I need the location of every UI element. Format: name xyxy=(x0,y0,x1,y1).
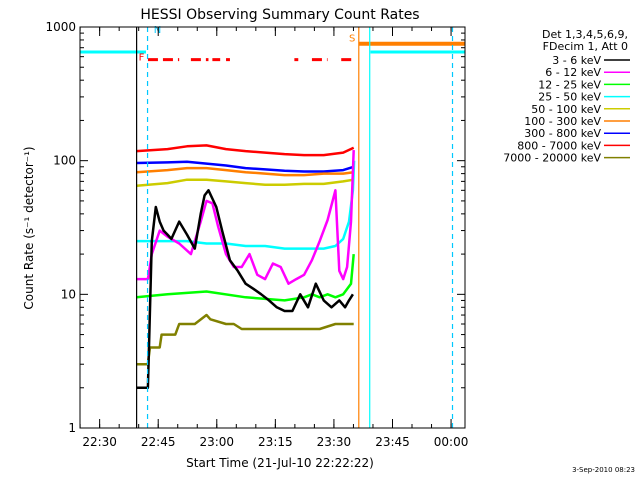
legend-label: 3 - 6 keV xyxy=(552,54,601,67)
flag-label-s: S xyxy=(349,33,355,44)
legend-label: 100 - 300 keV xyxy=(524,115,601,128)
x-tick-label: 23:45 xyxy=(375,435,410,449)
plot-frame xyxy=(79,26,466,429)
legend-label: 800 - 7000 keV xyxy=(517,139,601,152)
x-tick-label: 23:15 xyxy=(258,435,293,449)
y-tick-label: 10 xyxy=(61,287,76,301)
legend-label: 50 - 100 keV xyxy=(531,103,601,116)
legend-label: 7000 - 20000 keV xyxy=(503,152,601,165)
y-tick-label: 100 xyxy=(53,154,76,168)
y-tick-label: 1 xyxy=(68,421,76,435)
x-tick-label: 22:45 xyxy=(141,435,176,449)
legend-label: 300 - 800 keV xyxy=(524,127,601,140)
plot-area: N F S xyxy=(80,25,465,428)
legend-label: 6 - 12 keV xyxy=(545,66,601,79)
legend-label: 12 - 25 keV xyxy=(538,78,601,91)
y-tick-label: 1000 xyxy=(45,20,76,34)
series-line-1 xyxy=(136,150,355,285)
x-tick-label: 00:00 xyxy=(434,435,469,449)
axes: 1 10 100 1000 22:30 22:45 23:00 23:15 23:30 23:45… xyxy=(45,20,468,449)
footer-date: 3-Sep-2010 08:23 xyxy=(572,466,635,474)
series-line-5 xyxy=(136,166,354,177)
x-axis-label: Start Time (21-Jul-10 22:22:22) xyxy=(186,456,374,470)
series-line-6 xyxy=(136,160,355,173)
series-line-4 xyxy=(136,178,354,187)
chart-title: HESSI Observing Summary Count Rates xyxy=(140,7,419,23)
flag-label-f: F xyxy=(139,53,145,64)
legend-header: FDecim 1, Att 0 xyxy=(543,40,628,53)
series-line-8 xyxy=(136,313,354,366)
series-line-0 xyxy=(136,189,354,390)
series-line-7 xyxy=(136,144,355,157)
x-tick-label: 22:30 xyxy=(82,435,117,449)
y-axis-label: Count Rate (s⁻¹ detector⁻¹) xyxy=(22,146,36,309)
flag-label-n: N xyxy=(154,25,161,36)
x-tick-label: 23:30 xyxy=(317,435,352,449)
legend-label: 25 - 50 keV xyxy=(538,91,601,104)
x-tick-label: 23:00 xyxy=(199,435,234,449)
legend-header: Det 1,3,4,5,6,9, xyxy=(542,28,628,41)
legend: Det 1,3,4,5,6,9,FDecim 1, Att 03 - 6 keV… xyxy=(503,28,630,165)
